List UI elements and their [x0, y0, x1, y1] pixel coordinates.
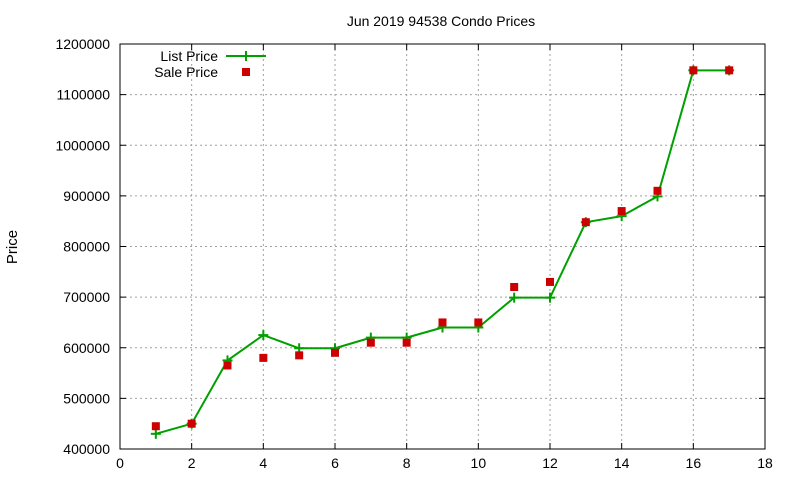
sale-price-point [725, 66, 734, 75]
y-tick-label: 900000 [63, 188, 110, 204]
x-tick-label: 18 [757, 455, 773, 471]
series [150, 65, 735, 439]
list-price-point [258, 330, 269, 341]
y-tick-label: 600000 [63, 340, 110, 356]
sale-price-point [510, 283, 519, 291]
x-tick-label: 16 [686, 455, 702, 471]
legend-marker-list-price [241, 51, 251, 61]
axis-ticks: 0 2 4 6 8 10 12 14 16 18 400000 500000 600000 700000 8… [55, 36, 773, 471]
series-line-list-price [155, 69, 730, 435]
x-tick-label: 6 [331, 455, 339, 471]
y-tick-label: 1000000 [55, 137, 110, 153]
legend: List Price Sale Price [154, 48, 266, 80]
y-axis-label: Price [4, 230, 21, 264]
x-tick-label: 14 [614, 455, 630, 471]
x-tick-label: 4 [259, 455, 267, 471]
grid [120, 44, 765, 449]
x-tick-label: 0 [116, 455, 124, 471]
sale-price-point [223, 361, 232, 370]
sale-price-point [474, 318, 483, 327]
sale-price-point [689, 66, 698, 75]
y-tick-label: 700000 [63, 289, 110, 305]
x-tick-label: 8 [403, 455, 411, 471]
sale-price-point [187, 419, 196, 428]
list-price-point [545, 292, 555, 303]
sale-price-point [438, 318, 447, 327]
sale-price-point [617, 207, 626, 216]
y-tick-label: 500000 [63, 390, 110, 406]
sale-price-point [366, 338, 375, 347]
sale-price-point [581, 218, 590, 227]
sale-price-point [402, 338, 411, 347]
legend-label-sale-price: Sale Price [154, 64, 218, 80]
y-tick-label: 1100000 [57, 87, 111, 103]
chart-title: Jun 2019 94538 Condo Prices [347, 13, 535, 29]
list-price-point [509, 292, 520, 303]
y-tick-label: 400000 [63, 441, 110, 457]
x-tick-label: 10 [471, 455, 487, 471]
x-tick-label: 12 [542, 455, 558, 471]
legend-label-list-price: List Price [160, 48, 218, 64]
x-tick-label: 2 [188, 455, 196, 471]
sale-price-point [151, 422, 160, 431]
list-price-point [150, 428, 161, 439]
y-tick-label: 1200000 [55, 36, 110, 52]
sale-price-point [295, 351, 304, 360]
legend-marker-sale-price [242, 68, 250, 76]
sale-price-point [259, 353, 268, 362]
sale-price-point [331, 348, 339, 357]
sale-price-point [653, 186, 662, 195]
y-tick-label: 800000 [63, 239, 110, 255]
sale-price-point [546, 277, 554, 286]
